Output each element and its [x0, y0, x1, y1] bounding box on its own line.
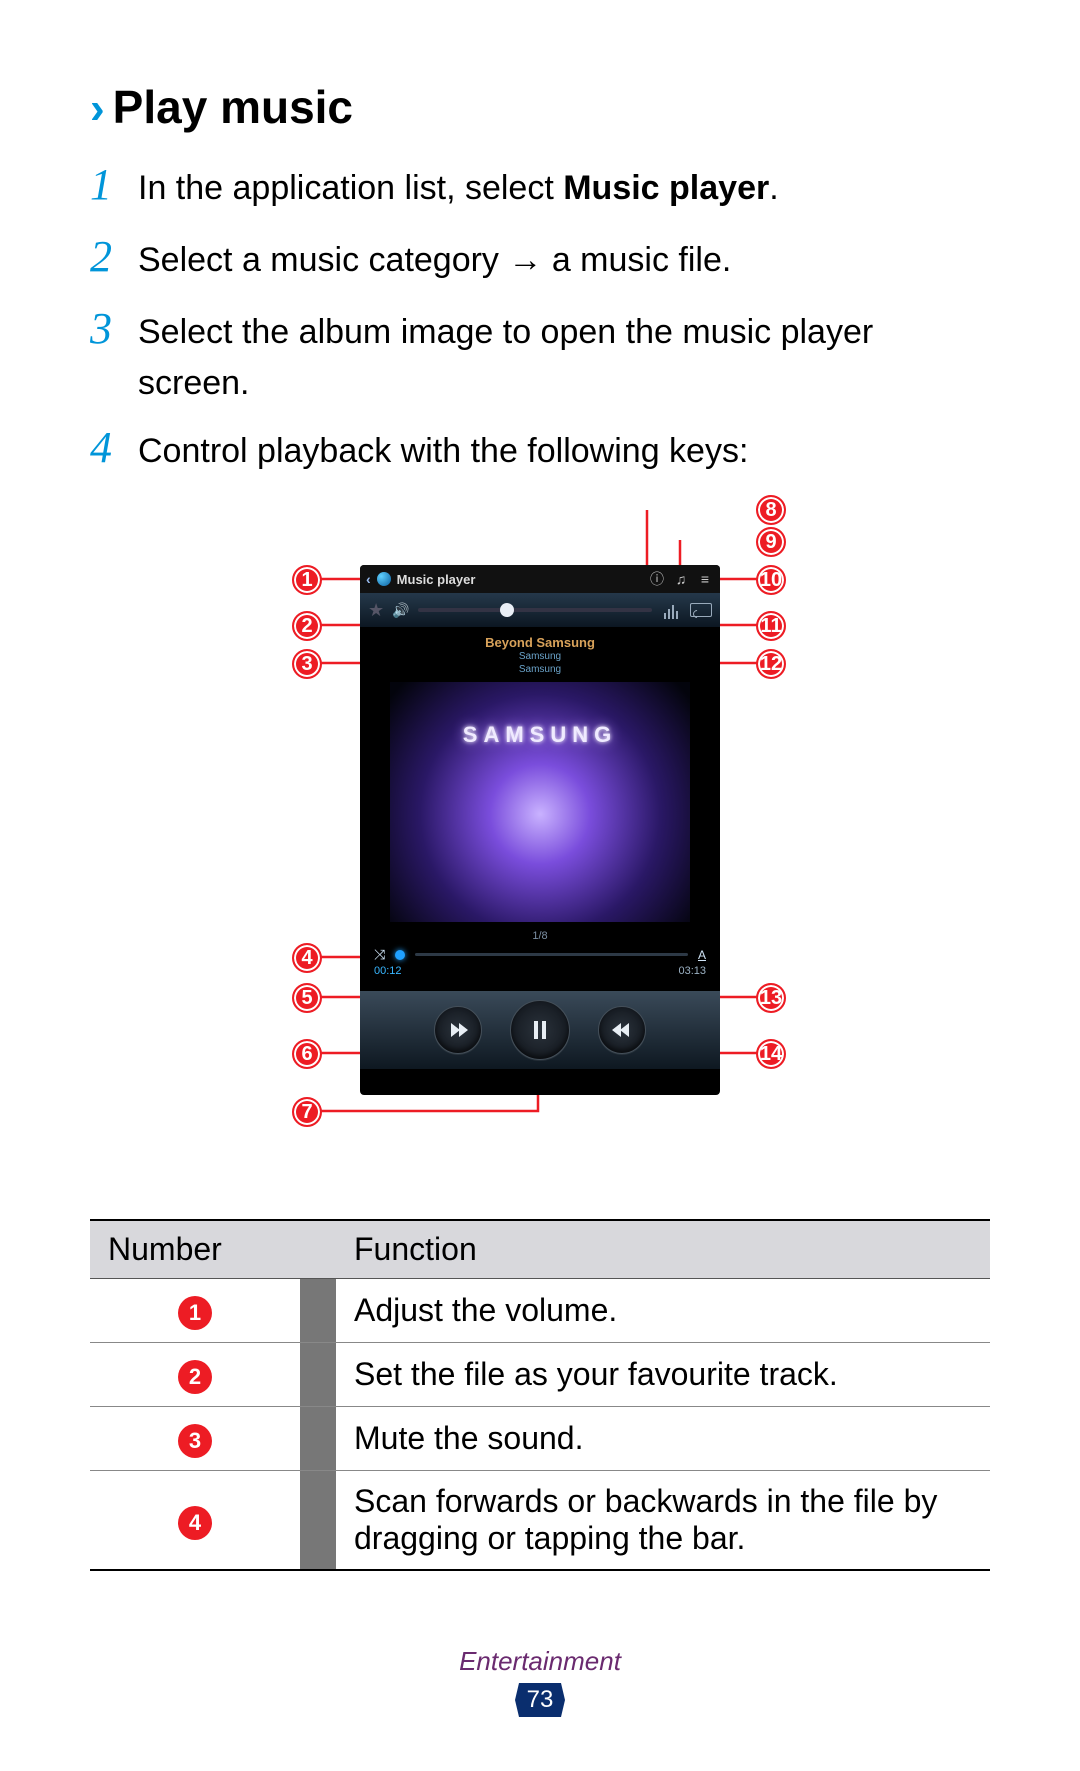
step-text: In the application list, select Music pl…	[138, 163, 990, 214]
elapsed-time: 00:12	[374, 965, 402, 977]
row-function: Set the file as your favourite track.	[336, 1343, 990, 1407]
progress-thumb[interactable]	[395, 950, 405, 960]
heading-title: Play music	[113, 80, 353, 134]
callout-10: 10	[756, 565, 786, 595]
step-text: Select a music category → a music file.	[138, 235, 990, 286]
step-number: 1	[90, 152, 138, 218]
step-text: Select the album image to open the music…	[138, 307, 990, 409]
callout-13: 13	[756, 983, 786, 1013]
volume-slider[interactable]	[418, 608, 652, 612]
playback-controls	[360, 991, 720, 1069]
callout-4: 4	[292, 943, 322, 973]
steps-list: 1 In the application list, select Music …	[90, 152, 990, 481]
song-album: Samsung	[360, 663, 720, 676]
song-info: Beyond Samsung Samsung Samsung	[360, 627, 720, 680]
callout-9: 9	[756, 527, 786, 557]
step-4: 4 Control playback with the following ke…	[90, 415, 990, 481]
row-function: Mute the sound.	[336, 1407, 990, 1471]
page-number: 73	[515, 1683, 565, 1717]
callout-11: 11	[756, 611, 786, 641]
row-badge: 2	[178, 1360, 212, 1394]
app-icon	[377, 572, 391, 586]
step-2: 2 Select a music category → a music file…	[90, 224, 990, 290]
row-badge: 3	[178, 1424, 212, 1458]
page-footer: Entertainment 73	[0, 1646, 1080, 1717]
table-row: 4 Scan forwards or backwards in the file…	[90, 1471, 990, 1571]
speaker-icon[interactable]: 🔊	[392, 602, 409, 619]
allshare-icon[interactable]	[690, 603, 712, 617]
footer-category: Entertainment	[0, 1646, 1080, 1677]
progress-row: ⤨ A	[360, 942, 720, 963]
shuffle-icon[interactable]: ⤨	[374, 946, 385, 963]
song-artist: Samsung	[360, 650, 720, 663]
pause-button[interactable]	[510, 1000, 570, 1060]
callout-12: 12	[756, 649, 786, 679]
album-art-logo: SAMSUNG	[463, 722, 617, 748]
phone-frame: ‹ Music player ⓘ ♫ ≡ ★ 🔊 Beyond Samsun	[360, 565, 720, 1095]
progress-bar[interactable]	[415, 953, 688, 956]
next-button[interactable]	[598, 1006, 646, 1054]
track-counter: 1/8	[360, 922, 720, 942]
table-header-row: Number Function	[90, 1220, 990, 1279]
table-row: 3 Mute the sound.	[90, 1407, 990, 1471]
playlist-icon[interactable]: ♫	[672, 571, 690, 587]
callout-2: 2	[292, 611, 322, 641]
repeat-icon[interactable]: A	[698, 948, 706, 962]
annotated-screenshot: ‹ Music player ⓘ ♫ ≡ ★ 🔊 Beyond Samsun	[200, 499, 880, 1179]
volume-row: ★ 🔊	[360, 593, 720, 627]
equalizer-icon[interactable]	[660, 601, 682, 619]
header-number: Number	[90, 1220, 300, 1279]
header-function: Function	[336, 1220, 990, 1279]
step-1: 1 In the application list, select Music …	[90, 152, 990, 218]
info-icon[interactable]: ⓘ	[648, 569, 666, 589]
callout-14: 14	[756, 1039, 786, 1069]
callout-5: 5	[292, 983, 322, 1013]
step-3: 3 Select the album image to open the mus…	[90, 296, 990, 409]
function-table: Number Function 1 Adjust the volume. 2 S…	[90, 1219, 990, 1571]
previous-button[interactable]	[434, 1006, 482, 1054]
row-function: Scan forwards or backwards in the file b…	[336, 1471, 990, 1571]
callout-3: 3	[292, 649, 322, 679]
time-row: 00:12 03:13	[360, 963, 720, 977]
callout-7: 7	[292, 1097, 322, 1127]
row-badge: 1	[178, 1296, 212, 1330]
table-row: 2 Set the file as your favourite track.	[90, 1343, 990, 1407]
total-time: 03:13	[678, 965, 706, 977]
callout-6: 6	[292, 1039, 322, 1069]
song-title: Beyond Samsung	[360, 635, 720, 650]
callout-8: 8	[756, 495, 786, 525]
step-number: 4	[90, 415, 138, 481]
menu-icon[interactable]: ≡	[696, 571, 714, 587]
table-row: 1 Adjust the volume.	[90, 1279, 990, 1343]
section-heading: › Play music	[90, 80, 990, 134]
step-number: 2	[90, 224, 138, 290]
app-title: Music player	[397, 572, 476, 587]
volume-thumb[interactable]	[500, 603, 514, 617]
step-text: Control playback with the following keys…	[138, 426, 990, 477]
chevron-icon: ›	[90, 84, 105, 134]
row-badge: 4	[178, 1506, 212, 1540]
row-function: Adjust the volume.	[336, 1279, 990, 1343]
back-icon[interactable]: ‹	[366, 571, 371, 587]
title-bar: ‹ Music player ⓘ ♫ ≡	[360, 565, 720, 593]
favourite-icon[interactable]: ★	[368, 600, 384, 621]
step-number: 3	[90, 296, 138, 362]
album-art[interactable]: SAMSUNG	[390, 682, 690, 922]
callout-1: 1	[292, 565, 322, 595]
